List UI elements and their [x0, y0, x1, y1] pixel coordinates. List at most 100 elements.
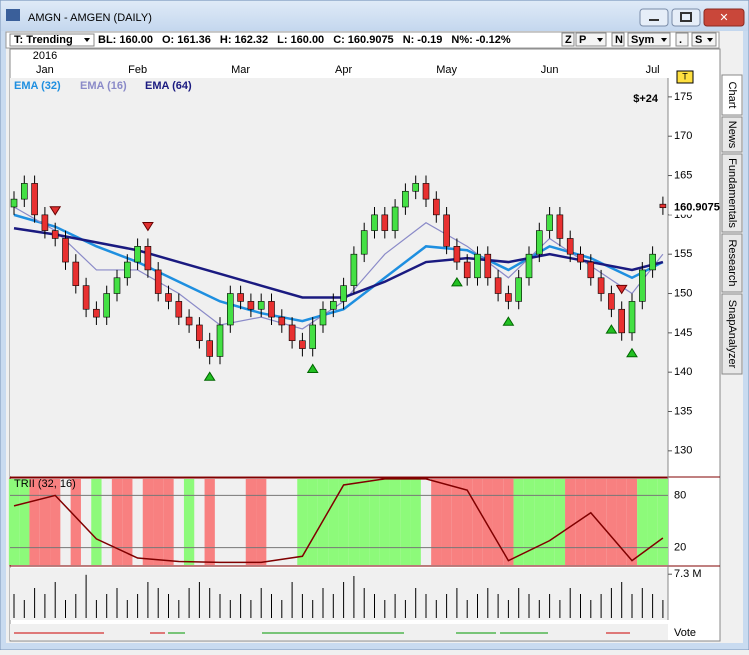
sell-signal [49, 206, 62, 216]
candle-body [154, 269, 162, 294]
quote-value: -0.12% [476, 34, 511, 46]
quote-label: N: [403, 34, 415, 46]
candle-body [443, 214, 450, 247]
candle-body [494, 277, 502, 294]
sell-signal [615, 284, 628, 295]
trii-zone [544, 479, 555, 565]
trii-zone [616, 479, 627, 565]
month-label: Feb [128, 64, 147, 76]
button-label: Sym [631, 34, 654, 46]
trii-zone [70, 479, 81, 565]
y-tick-label: 170 [674, 130, 692, 142]
candle-body [566, 238, 574, 255]
y-tick-label: 20 [674, 542, 686, 554]
toolbar-items: T: Trending BL: 160.00 O: 161.36 H: 162.32 L: 16… [9, 32, 717, 47]
marker-box [676, 70, 694, 84]
y-tick-label: 145 [674, 327, 692, 339]
candle-body [381, 214, 389, 231]
candle-body [113, 277, 121, 294]
toolbar-button[interactable] [561, 32, 575, 47]
candle-body [515, 277, 523, 302]
tab[interactable] [721, 116, 743, 153]
close-button[interactable] [703, 8, 745, 27]
button-label: N [615, 34, 623, 46]
toolbar-button[interactable] [691, 32, 717, 47]
candle-body [309, 324, 317, 349]
mode-label: T: Trending [14, 34, 73, 46]
candle-body [41, 214, 49, 231]
last-price-box [669, 200, 719, 215]
toolbar-button[interactable] [611, 32, 625, 47]
y-tick-label: 140 [674, 366, 692, 378]
last-price: 160.9075 [674, 202, 720, 214]
candle-body [185, 316, 193, 326]
maximize-button[interactable] [671, 8, 701, 27]
trii-zone [400, 479, 411, 565]
candle-body [278, 316, 286, 326]
candle-body [144, 246, 152, 271]
buy-signal [450, 276, 463, 287]
candle-body [62, 238, 69, 263]
y-tick-label: 80 [674, 489, 686, 501]
y-tick-label: 175 [674, 91, 692, 103]
candle-body [268, 301, 275, 318]
tab-label: Fundamentals [726, 158, 738, 228]
candle-body [597, 277, 605, 294]
quote-value: 160.9075 [348, 34, 394, 46]
candle-body [391, 206, 399, 231]
tab-label: Chart [726, 82, 738, 109]
quote-label: O: [162, 34, 174, 46]
dropdown-arrow [707, 38, 713, 42]
candle-body [546, 214, 553, 231]
month-label: Mar [231, 64, 250, 76]
legend-entry: EMA (32) [14, 80, 61, 92]
footer-label: Vote [674, 627, 696, 639]
trii-zone [389, 479, 401, 565]
trii-zone [163, 479, 174, 565]
candle-body [628, 301, 636, 334]
tab[interactable] [721, 233, 743, 293]
trii-zone [245, 479, 257, 565]
tab[interactable] [721, 153, 743, 233]
toolbar-button[interactable] [575, 32, 607, 47]
buy-signal [502, 316, 515, 326]
candle-body [340, 285, 347, 302]
trii-zone [328, 479, 339, 565]
volume-panel [10, 568, 668, 620]
trii-line [13, 478, 664, 564]
trii-zone [441, 479, 452, 565]
month-label: Jun [541, 64, 559, 76]
trii-zone [183, 479, 195, 565]
trii-zone [513, 479, 524, 565]
candle-body [649, 253, 656, 271]
tab[interactable] [721, 293, 743, 375]
buy-signal [203, 371, 216, 381]
trii-zone [482, 479, 493, 565]
toolbar-button[interactable] [627, 32, 671, 47]
button-label: Z [565, 34, 572, 46]
mode-dropdown[interactable] [9, 33, 95, 47]
trii-zone [204, 479, 215, 565]
legend-entry: EMA (16) [80, 80, 127, 92]
tab-label: News [726, 121, 738, 149]
title-bar [1, 1, 748, 31]
trii-zone [369, 479, 380, 565]
quote-label: N%: [451, 34, 472, 46]
trii-zone [338, 479, 349, 565]
candle-body [319, 308, 327, 326]
candle-body [165, 293, 172, 302]
quote-label: L: [277, 34, 287, 46]
window-title: AMGN - AMGEN (DAILY) [28, 12, 152, 24]
marker-label: T [682, 71, 688, 81]
tab[interactable] [721, 74, 743, 116]
trii-zone [410, 479, 421, 565]
trii-zone [39, 479, 51, 565]
candle-body [134, 246, 141, 263]
trii-zone [565, 479, 576, 565]
month-label: Apr [335, 64, 352, 76]
minimize-button[interactable] [639, 8, 669, 27]
toolbar-button[interactable] [675, 32, 689, 47]
y-tick-label: 165 [674, 169, 692, 181]
trii-zone [575, 479, 586, 565]
candle-body [556, 214, 564, 239]
